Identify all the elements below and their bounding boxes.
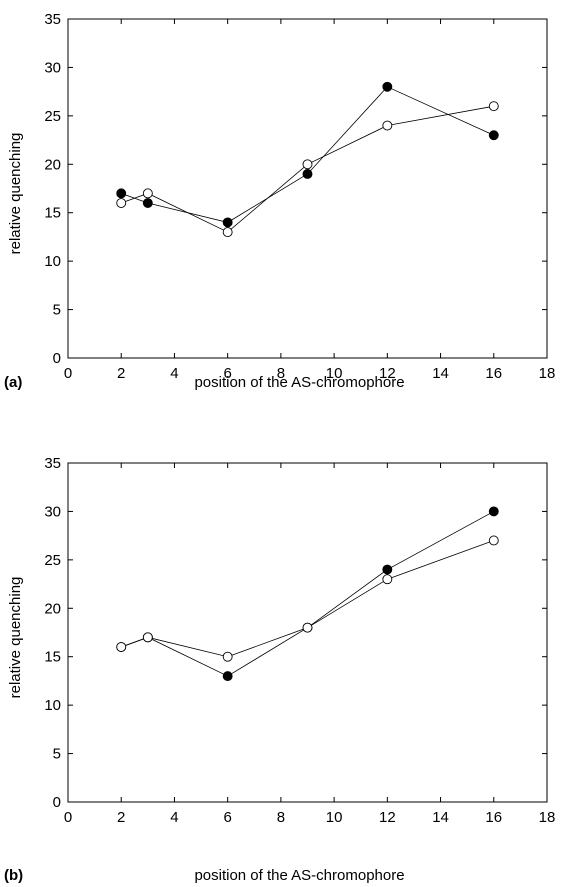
x-tick-label: 12 (379, 365, 396, 382)
y-tick-label: 20 (44, 156, 61, 173)
y-axis-label: relative quenching (7, 133, 24, 255)
x-tick-label: 18 (539, 365, 556, 382)
y-tick-label: 0 (53, 794, 61, 811)
y-tick-label: 30 (44, 59, 61, 76)
y-tick-label: 15 (44, 205, 61, 222)
x-tick-label: 4 (170, 809, 178, 826)
chart-panel: 0 2 4 6 8 10 12 14 16 18 0 5 10 15 20 25 30 35 position of… (4, 455, 555, 884)
data-point-open (302, 159, 313, 170)
y-tick-label: 20 (44, 600, 61, 617)
x-tick-label: 16 (485, 365, 502, 382)
x-tick-label: 2 (117, 809, 125, 826)
x-tick-label: 8 (277, 809, 285, 826)
chart-panel: 0 2 4 6 8 10 12 14 16 18 0 5 10 15 20 25 30 35 position of… (4, 11, 555, 391)
x-axis-label: position of the AS-chromophore (194, 374, 404, 391)
series-line (121, 511, 494, 677)
data-point-filled (488, 506, 499, 517)
y-tick-label: 5 (53, 302, 61, 319)
x-tick-label: 16 (485, 809, 502, 826)
x-tick-label: 10 (326, 365, 343, 382)
x-tick-label: 14 (432, 365, 449, 382)
data-point-open (222, 651, 233, 662)
y-tick-label: 5 (53, 746, 61, 763)
x-tick-label: 6 (223, 365, 231, 382)
panel-label: (b) (4, 867, 23, 884)
y-tick-label: 0 (53, 350, 61, 367)
plot-frame (67, 462, 548, 803)
data-point-filled (142, 198, 153, 208)
x-axis-label: position of the AS-chromophore (194, 867, 404, 884)
data-point-open (488, 101, 499, 112)
data-point-open (382, 574, 393, 585)
data-point-open (142, 632, 153, 643)
y-tick-label: 25 (44, 552, 61, 569)
y-tick-label: 35 (44, 455, 61, 472)
panel-label: (a) (4, 374, 22, 391)
data-point-filled (222, 671, 233, 682)
x-tick-label: 2 (117, 365, 125, 382)
data-point-filled (488, 130, 499, 141)
x-tick-label: 0 (64, 809, 72, 826)
data-point-filled (382, 564, 393, 575)
data-point-filled (302, 169, 313, 179)
y-tick-label: 30 (44, 503, 61, 520)
x-tick-label: 6 (223, 809, 231, 826)
data-point-open (116, 642, 127, 652)
x-tick-label: 12 (379, 809, 396, 826)
series-line (121, 540, 494, 658)
x-tick-label: 18 (539, 809, 556, 826)
y-tick-label: 10 (44, 697, 61, 714)
data-point-open (142, 188, 153, 199)
y-tick-label: 35 (44, 11, 61, 28)
y-tick-label: 10 (44, 253, 61, 270)
x-tick-label: 8 (277, 365, 285, 382)
data-point-open (116, 198, 127, 208)
plot-frame (67, 18, 548, 359)
data-point-filled (222, 217, 233, 228)
y-tick-label: 15 (44, 649, 61, 666)
data-point-open (488, 535, 499, 546)
y-tick-label: 25 (44, 108, 61, 125)
x-tick-label: 10 (326, 809, 343, 826)
data-point-open (302, 622, 313, 633)
data-point-filled (116, 188, 127, 199)
series-line (121, 86, 494, 223)
data-point-open (222, 227, 233, 238)
data-point-filled (382, 81, 393, 92)
y-axis-label: relative quenching (7, 577, 24, 699)
data-point-open (382, 120, 393, 131)
x-tick-label: 0 (64, 365, 72, 382)
x-tick-label: 4 (170, 365, 178, 382)
x-tick-label: 14 (432, 809, 449, 826)
